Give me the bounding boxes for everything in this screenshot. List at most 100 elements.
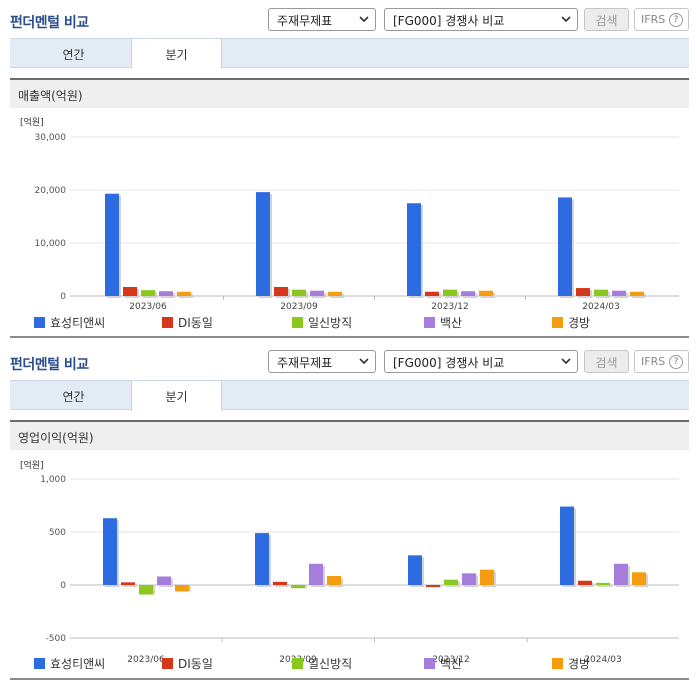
bar-일신방직[interactable]: [291, 585, 305, 589]
chart-legend: 효성티앤씨 DI동일 일신방직 백산 경방: [34, 655, 634, 671]
bar-일신방직[interactable]: [596, 582, 610, 585]
legend-label: 경방: [568, 316, 591, 330]
panel-title: 펀더멘털 비교: [10, 357, 89, 373]
legend-item[interactable]: DI동일: [162, 314, 213, 331]
search-button[interactable]: 검색: [584, 8, 629, 31]
y-tick-label: 1,000: [40, 475, 66, 485]
bar-DI동일[interactable]: [578, 580, 592, 585]
bar-일신방직[interactable]: [292, 289, 306, 296]
legend-swatch: [162, 317, 173, 328]
bar-효성티앤씨[interactable]: [105, 193, 119, 296]
bar-DI동일[interactable]: [425, 291, 439, 296]
bar-DI동일[interactable]: [273, 581, 287, 585]
bar-shadow: [598, 584, 612, 587]
legend-item[interactable]: 백산: [424, 314, 462, 331]
bar-효성티앤씨[interactable]: [408, 555, 422, 585]
ifrs-button[interactable]: IFRS ?: [634, 8, 689, 31]
bar-일신방직[interactable]: [444, 579, 458, 585]
y-axis-unit-label: [억원]: [20, 459, 44, 471]
bar-백산[interactable]: [159, 291, 173, 296]
ifrs-button[interactable]: IFRS ?: [634, 350, 689, 373]
bar-shadow: [275, 583, 289, 587]
chevron-down-icon: [561, 16, 571, 23]
tab-annual[interactable]: 연간: [62, 390, 85, 404]
bar-효성티앤씨[interactable]: [103, 518, 117, 585]
bar-백산[interactable]: [614, 563, 628, 585]
bar-백산[interactable]: [309, 563, 323, 585]
chevron-down-icon: [561, 358, 571, 365]
financial-statement-select[interactable]: 주재무제표: [268, 350, 376, 373]
y-tick-label: -500: [46, 634, 67, 644]
bar-효성티앤씨[interactable]: [407, 203, 421, 296]
bar-일신방직[interactable]: [141, 290, 155, 296]
legend-item[interactable]: 일신방직: [292, 655, 352, 672]
chart-legend: 효성티앤씨 DI동일 일신방직 백산 경방: [34, 314, 634, 330]
bar-경방[interactable]: [480, 569, 494, 585]
bar-DI동일[interactable]: [576, 288, 590, 296]
divider: [10, 336, 689, 338]
y-tick-label: 0: [60, 581, 66, 591]
chevron-down-icon: [359, 16, 369, 23]
financial-statement-select[interactable]: 주재무제표: [268, 8, 376, 31]
legend-label: DI동일: [178, 657, 213, 671]
bar-경방[interactable]: [175, 585, 189, 592]
bar-효성티앤씨[interactable]: [256, 192, 270, 296]
x-tick-label: 2024/03: [582, 302, 619, 312]
bar-경방[interactable]: [327, 575, 341, 585]
bar-일신방직[interactable]: [594, 289, 608, 296]
bar-백산[interactable]: [461, 291, 475, 296]
legend-item[interactable]: 일신방직: [292, 314, 352, 331]
bar-일신방직[interactable]: [139, 585, 153, 595]
legend-item[interactable]: 백산: [424, 655, 462, 672]
compare-group-select[interactable]: [FG000] 경쟁사 비교: [384, 350, 578, 373]
ifrs-label: IFRS: [641, 355, 666, 368]
legend-swatch: [552, 317, 563, 328]
bar-shadow: [123, 584, 137, 587]
bar-경방[interactable]: [177, 291, 191, 296]
bar-백산[interactable]: [157, 576, 171, 585]
bar-경방[interactable]: [632, 572, 646, 585]
y-tick-label: 0: [60, 292, 66, 302]
bar-경방[interactable]: [479, 290, 493, 296]
bar-경방[interactable]: [630, 291, 644, 296]
x-tick-label: 2024/03: [584, 655, 621, 665]
bar-백산[interactable]: [462, 573, 476, 585]
tab-quarterly[interactable]: 분기: [131, 39, 222, 69]
bar-백산[interactable]: [310, 290, 324, 296]
bar-DI동일[interactable]: [123, 286, 137, 296]
legend-item[interactable]: 효성티앤씨: [34, 314, 105, 331]
bar-효성티앤씨[interactable]: [560, 506, 574, 585]
compare-group-select[interactable]: [FG000] 경쟁사 비교: [384, 8, 578, 31]
bar-DI동일[interactable]: [426, 585, 440, 588]
bar-DI동일[interactable]: [274, 286, 288, 296]
legend-label: DI동일: [178, 316, 213, 330]
y-tick-label: 500: [49, 528, 66, 538]
legend-item[interactable]: 경방: [552, 655, 590, 672]
bar-백산[interactable]: [612, 290, 626, 296]
x-tick-label: 2023/06: [129, 302, 167, 312]
legend-item[interactable]: 효성티앤씨: [34, 655, 105, 672]
tab-quarterly[interactable]: 분기: [131, 381, 222, 411]
bar-효성티앤씨[interactable]: [255, 533, 269, 585]
legend-item[interactable]: 경방: [552, 314, 590, 331]
legend-item[interactable]: DI동일: [162, 655, 213, 672]
panel-title: 펀더멘털 비교: [10, 15, 89, 31]
legend-swatch: [292, 658, 303, 669]
legend-label: 백산: [440, 316, 463, 330]
financial-statement-select-value: 주재무제표: [277, 14, 333, 28]
question-circle-icon[interactable]: ?: [669, 355, 683, 369]
legend-label: 효성티앤씨: [50, 657, 106, 671]
bar-경방[interactable]: [328, 291, 342, 296]
legend-swatch: [424, 317, 435, 328]
question-circle-icon[interactable]: ?: [669, 13, 683, 27]
tab-annual[interactable]: 연간: [62, 48, 85, 62]
bar-효성티앤씨[interactable]: [558, 197, 572, 296]
divider: [10, 678, 689, 680]
search-button[interactable]: 검색: [584, 350, 629, 373]
bar-일신방직[interactable]: [443, 289, 457, 296]
panel-header: 펀더멘털 비교 주재무제표 [FG000] 경쟁사 비교 검색 IFRS ?: [0, 0, 696, 38]
ifrs-label: IFRS: [641, 13, 666, 26]
legend-label: 경방: [568, 657, 591, 671]
bar-DI동일[interactable]: [121, 582, 135, 585]
legend-label: 일신방직: [308, 316, 353, 330]
